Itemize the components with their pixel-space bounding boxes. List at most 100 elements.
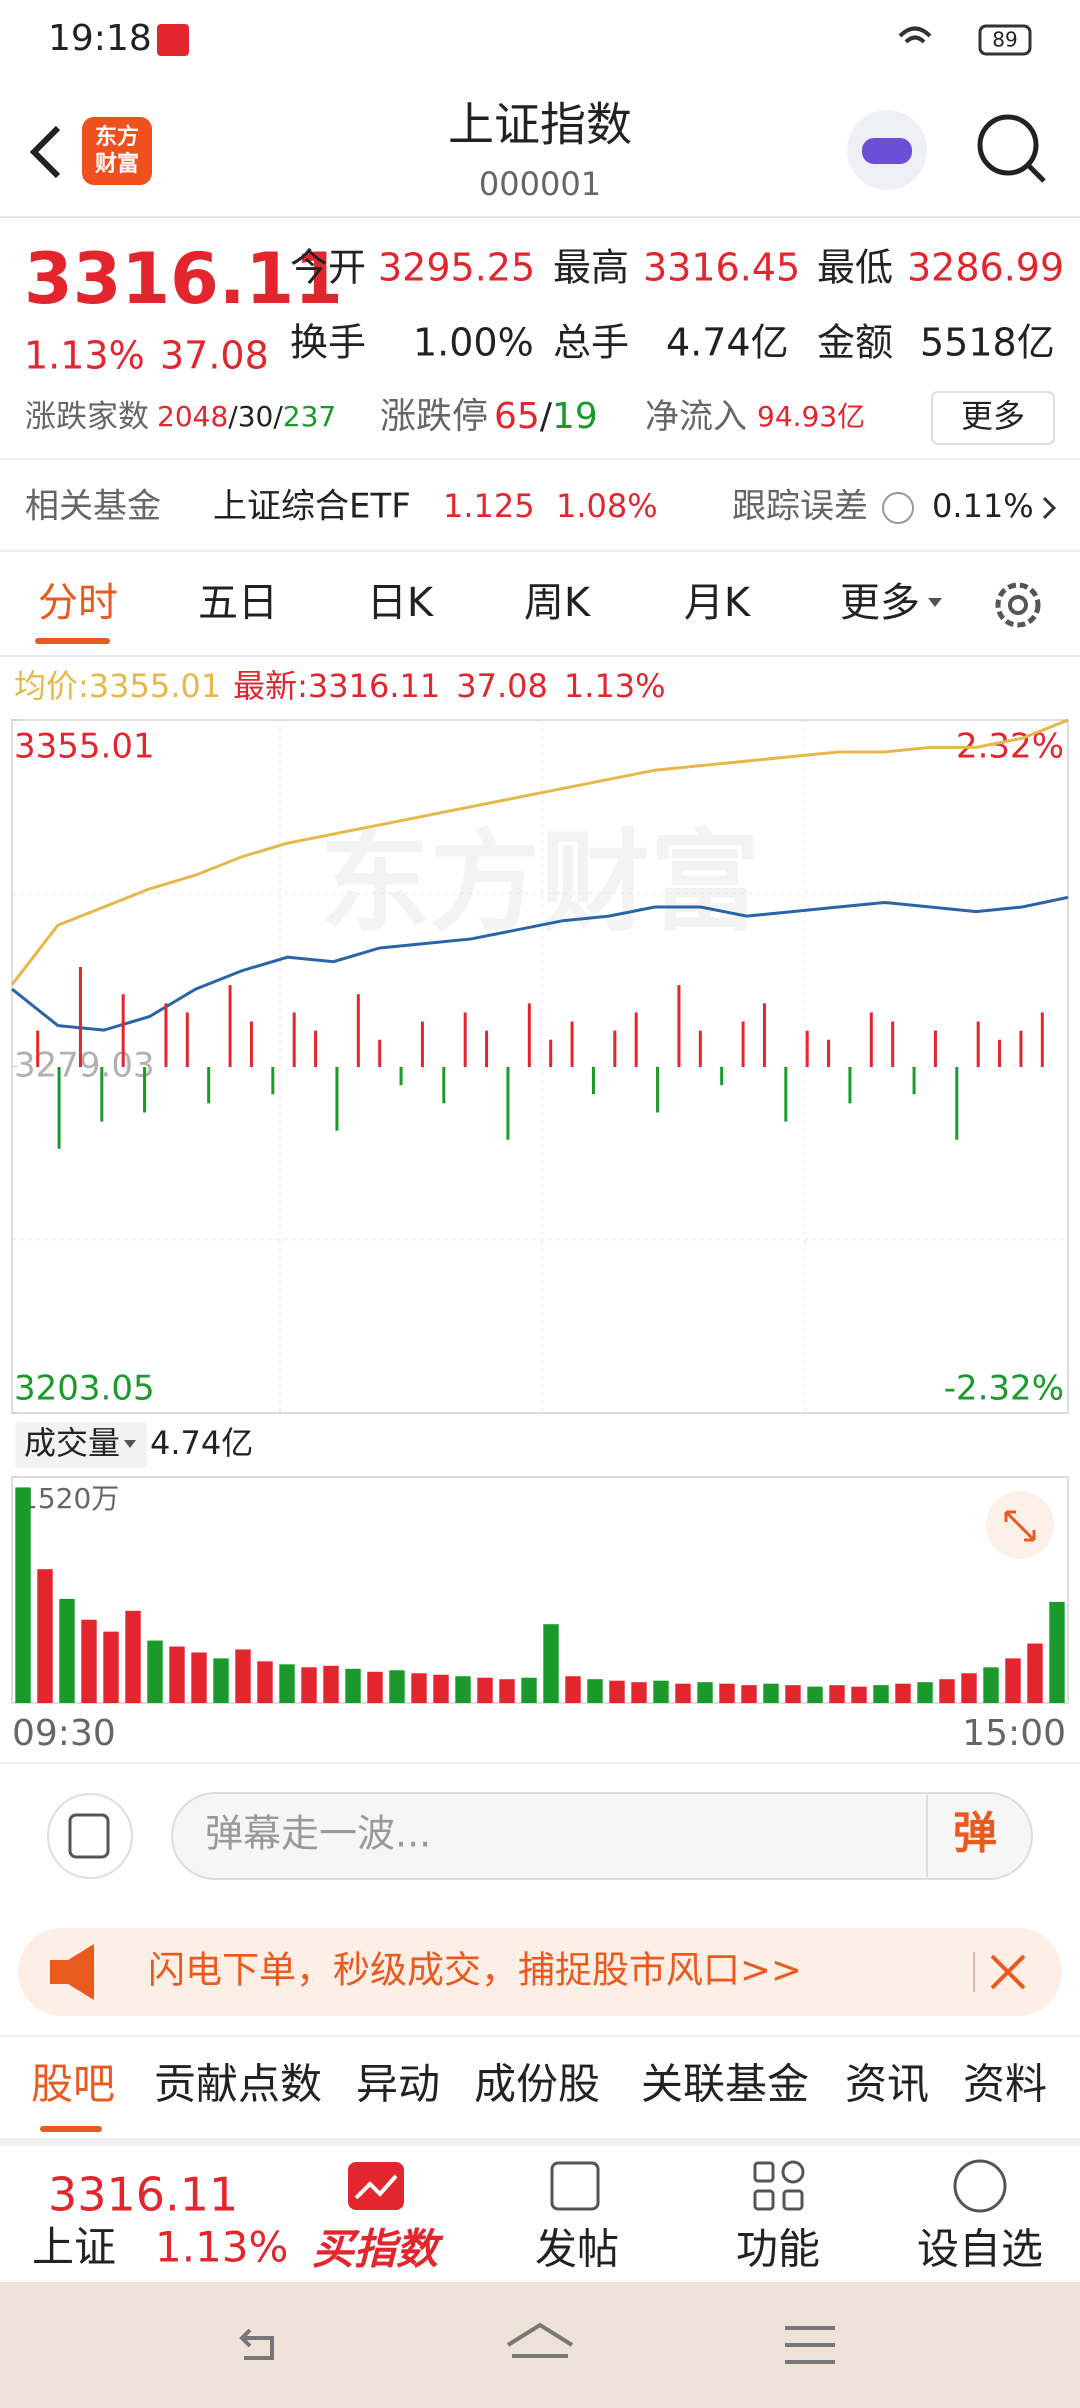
indicator-select[interactable]	[15, 1422, 147, 1468]
buy-index-icon	[348, 2162, 404, 2210]
breadth-bar	[869, 1012, 873, 1067]
chevron[interactable]	[1042, 496, 1057, 520]
volume-bar	[697, 1682, 713, 1703]
breadth-bar	[100, 1067, 104, 1122]
nav-item[interactable]: 发帖	[535, 2225, 619, 2274]
breadth-bar	[121, 994, 125, 1067]
comment-input[interactable]	[171, 1792, 1033, 1880]
stat-label: 最高	[553, 246, 629, 290]
danmaku-settings[interactable]	[47, 1793, 133, 1879]
settings[interactable]	[995, 582, 1041, 628]
banner[interactable]	[18, 1928, 1062, 2016]
tab[interactable]: 五日	[198, 580, 278, 626]
separator: /	[540, 396, 553, 437]
fund-label: 相关基金	[25, 487, 161, 527]
stat-value: 3295.25	[378, 246, 535, 290]
limit-down: 19	[552, 396, 598, 437]
nav-item[interactable]: 买指数	[312, 2225, 444, 2274]
search[interactable]	[977, 114, 1039, 176]
volume-bar	[323, 1665, 339, 1703]
stat-value: 3286.99	[907, 246, 1064, 290]
volume-bar	[1049, 1601, 1065, 1703]
sub-tab[interactable]: 资讯	[845, 2060, 929, 2109]
breadth-bar	[420, 1021, 424, 1067]
breadth-bar	[784, 1067, 788, 1122]
limit-label: 涨跌停	[380, 396, 488, 437]
nav-menu[interactable]	[785, 2326, 835, 2364]
volume-bar	[125, 1610, 141, 1703]
danmaku-icon	[68, 1813, 110, 1859]
breadth-flat: 30	[238, 400, 274, 433]
volume-bar	[631, 1682, 647, 1703]
volume-bar	[1027, 1643, 1043, 1703]
breadth-bar	[998, 1039, 1002, 1067]
nav-home[interactable]	[506, 2322, 574, 2358]
volume-bar	[983, 1667, 999, 1703]
volume-bar	[1005, 1658, 1021, 1703]
breadth-bar	[720, 1067, 724, 1086]
breadth-bar	[762, 1003, 766, 1067]
grid-cell	[781, 2160, 805, 2184]
breadth-bar	[891, 1021, 895, 1067]
sub-tab[interactable]: 贡献点数	[154, 2060, 322, 2109]
help-icon[interactable]	[882, 492, 914, 524]
code: 000001	[479, 165, 601, 203]
megaphone	[50, 1944, 94, 2000]
volume-bar	[235, 1649, 251, 1703]
pct-label: -2.32%	[944, 1369, 1064, 1409]
volume-bar	[543, 1624, 559, 1703]
buy-index-glyph	[354, 2174, 398, 2200]
tab[interactable]: 更多	[840, 580, 920, 626]
volume-bar	[433, 1674, 449, 1703]
volume-bar	[455, 1676, 471, 1703]
volume-bar	[147, 1640, 163, 1703]
send-danmaku[interactable]: 弹	[953, 1808, 997, 1859]
y-tick-label: 3203.05	[14, 1369, 155, 1409]
tab[interactable]: 日K	[367, 580, 435, 626]
tabs: 分时 五日 日K 周K 月K 更多	[38, 580, 942, 626]
breadth-down: 237	[283, 400, 336, 433]
tab[interactable]: 周K	[524, 580, 592, 626]
breadth-bar	[827, 1039, 831, 1067]
breadth-bar	[933, 1030, 937, 1067]
nav-item[interactable]: 设自选	[917, 2225, 1043, 2274]
nav-item[interactable]: 功能	[736, 2225, 820, 2274]
tab[interactable]: 分时	[38, 580, 118, 626]
more-button[interactable]	[931, 391, 1055, 445]
function-icon	[753, 2160, 805, 2211]
sub-tab[interactable]: 资料	[963, 2060, 1047, 2109]
close-banner[interactable]	[990, 1954, 1026, 1990]
volume-label: 成交量	[24, 1424, 120, 1462]
breadth-label: 涨跌家数	[25, 399, 149, 435]
volume-bar	[565, 1676, 581, 1703]
volume-bar	[103, 1631, 119, 1703]
series-line	[10, 718, 1069, 986]
volume-chart: 1520万 09:30 15:00	[12, 1476, 1066, 1754]
logo-text: 东方	[95, 124, 139, 150]
breadth-bar	[570, 1021, 574, 1067]
latest-label: 最新:	[233, 667, 308, 705]
breadth-bar	[36, 1030, 40, 1067]
breadth-bar	[378, 1039, 382, 1067]
sub-tab[interactable]: 成份股	[474, 2060, 600, 2109]
tab[interactable]: 月K	[684, 580, 752, 626]
nav-back[interactable]	[239, 2328, 274, 2360]
sub-tab[interactable]: 股吧	[31, 2060, 115, 2109]
volume-bar	[477, 1677, 493, 1703]
back-button[interactable]	[29, 125, 61, 179]
sub-tab[interactable]: 异动	[356, 2060, 440, 2109]
sub-tab[interactable]: 关联基金	[641, 2060, 809, 2109]
breadth-bar	[848, 1067, 852, 1104]
divider	[0, 1762, 1080, 1764]
volume-bar	[719, 1683, 735, 1703]
breadth-bar	[271, 1067, 275, 1095]
time: 19:18	[48, 18, 152, 59]
nav-price: 3316.11	[48, 2168, 238, 2222]
price: 3316.11	[24, 238, 343, 320]
watchlist-icon	[953, 2159, 1007, 2213]
stat-value: 5518亿	[920, 321, 1055, 365]
latest-pct: 1.13%	[564, 667, 666, 705]
stat-value: 4.74亿	[666, 321, 789, 365]
input-divider	[926, 1795, 928, 1877]
latest-change: 37.08	[456, 667, 548, 705]
